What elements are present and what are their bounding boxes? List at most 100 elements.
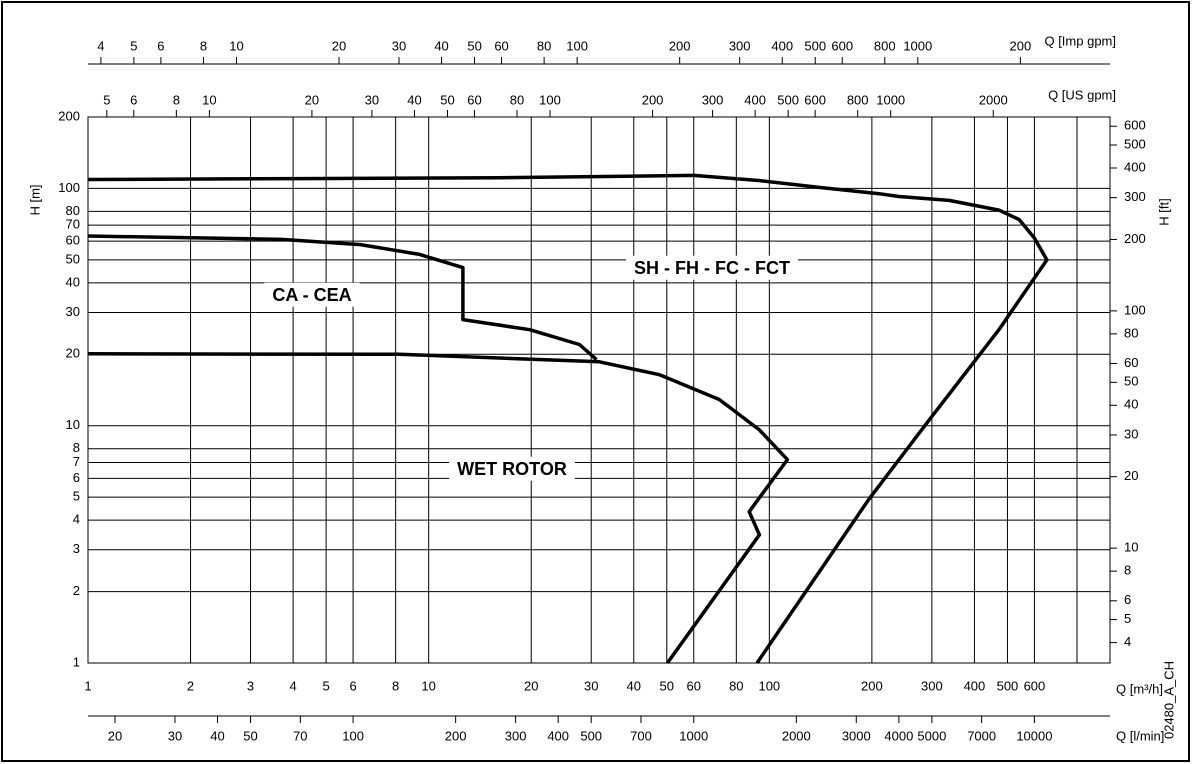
curve	[87, 234, 598, 361]
x-lmin-tick-label: 5000	[917, 728, 946, 743]
y2-tick-label: 4	[1124, 634, 1131, 649]
y-tick-label: 60	[66, 233, 80, 248]
y2-tick-label: 20	[1124, 468, 1138, 483]
y2-tick-label: 8	[1124, 563, 1131, 578]
x-impgpm-tick-label: 8	[200, 38, 207, 53]
y2-tick-label: 50	[1124, 374, 1138, 389]
y-tick-label: 70	[66, 217, 80, 232]
x-tick-label: 6	[349, 678, 356, 693]
y2-tick-label: 40	[1124, 397, 1138, 412]
x-usgpm-tick-label: 2000	[979, 92, 1008, 107]
y2-tick-label: 400	[1124, 159, 1146, 174]
x-tick-label: 400	[964, 678, 986, 693]
x-usgpm-tick-label: 20	[305, 92, 319, 107]
x-tick-label: 40	[627, 678, 641, 693]
x-lmin-tick-label: 70	[293, 728, 307, 743]
y-tick-label: 2	[73, 583, 80, 598]
x-usgpm-tick-label: 500	[777, 92, 799, 107]
y2-tick-label: 300	[1124, 189, 1146, 204]
x-impgpm-title: Q [Imp gpm]	[1044, 33, 1116, 48]
x-impgpm-tick-label: 800	[874, 38, 896, 53]
x-lmin-tick-label: 500	[580, 728, 602, 743]
plot-area	[87, 116, 1111, 664]
x-tick-label: 30	[584, 678, 598, 693]
y2-tick-label: 60	[1124, 355, 1138, 370]
y-tick-label: 30	[66, 304, 80, 319]
x-tick-label: 2	[187, 678, 194, 693]
x-impgpm-tick-label: 200	[669, 38, 691, 53]
x-tick-label: 600	[1024, 678, 1046, 693]
x-tick-label: 300	[921, 678, 943, 693]
x-tick-label: 500	[997, 678, 1019, 693]
x-lmin-tick-label: 300	[505, 728, 527, 743]
y2-tick-label: 200	[1124, 231, 1146, 246]
x-tick-label: 50	[660, 678, 674, 693]
x-usgpm-tick-label: 50	[440, 92, 454, 107]
x-usgpm-tick-label: 200	[642, 92, 664, 107]
x-tick-label: 20	[524, 678, 538, 693]
x-tick-label: 10	[421, 678, 435, 693]
x-axis-title: Q [m³/h]	[1116, 681, 1163, 696]
y-tick-label: 5	[73, 489, 80, 504]
x-usgpm-tick-label: 30	[365, 92, 379, 107]
x-lmin-tick-label: 30	[168, 728, 182, 743]
x-tick-label: 100	[758, 678, 780, 693]
y-tick-label: 7	[73, 454, 80, 469]
curve	[87, 352, 790, 665]
y-tick-label: 10	[66, 417, 80, 432]
y-tick-label: 80	[66, 203, 80, 218]
x-usgpm-tick-label: 10	[202, 92, 216, 107]
x-lmin-tick-label: 1000	[679, 728, 708, 743]
y2-tick-label: 30	[1124, 426, 1138, 441]
x-tick-label: 200	[861, 678, 883, 693]
x-impgpm-tick-label: 300	[729, 38, 751, 53]
x-impgpm-tick-label: 80	[537, 38, 551, 53]
x-usgpm-tick-label: 800	[847, 92, 869, 107]
x-tick-label: 60	[687, 678, 701, 693]
x-lmin-tick-label: 40	[210, 728, 224, 743]
x-usgpm-tick-label: 300	[702, 92, 724, 107]
y2-tick-label: 600	[1124, 118, 1146, 133]
x-impgpm-tick-label: 40	[434, 38, 448, 53]
x-impgpm-tick-label: 20	[332, 38, 346, 53]
x-impgpm-tick-label: 10	[229, 38, 243, 53]
x-lmin-tick-label: 4000	[884, 728, 913, 743]
x-usgpm-tick-label: 100	[539, 92, 561, 107]
x-usgpm-tick-label: 40	[407, 92, 421, 107]
y-tick-label: 100	[58, 180, 80, 195]
y2-tick-label: 5	[1124, 611, 1131, 626]
y-tick-label: 4	[73, 512, 80, 527]
x-usgpm-tick-label: 400	[744, 92, 766, 107]
y-tick-label: 1	[73, 654, 80, 669]
x-lmin-tick-label: 10000	[1016, 728, 1052, 743]
x-tick-label: 3	[247, 678, 254, 693]
y2-tick-label: 10	[1124, 540, 1138, 555]
x-usgpm-tick-label: 600	[804, 92, 826, 107]
curve-label: WET ROTOR	[457, 459, 567, 479]
y-tick-label: 6	[73, 470, 80, 485]
x-impgpm-tick-label: 50	[467, 38, 481, 53]
x-tick-label: 5	[322, 678, 329, 693]
x-usgpm-tick-label: 1000	[876, 92, 905, 107]
x-impgpm-tick-label: 4	[97, 38, 104, 53]
x-tick-label: 4	[289, 678, 296, 693]
curve-label-bg	[626, 255, 798, 280]
x-tick-label: 1	[84, 678, 91, 693]
y2-tick-label: 80	[1124, 325, 1138, 340]
x-tick-label: 8	[392, 678, 399, 693]
y-tick-label: 3	[73, 541, 80, 556]
y-tick-label: 40	[66, 274, 80, 289]
x-usgpm-tick-label: 8	[173, 92, 180, 107]
x-lmin-tick-label: 700	[630, 728, 652, 743]
x-lmin-tick-label: 200	[445, 728, 467, 743]
x-lmin-tick-label: 100	[342, 728, 364, 743]
curve-label: SH - FH - FC - FCT	[634, 258, 790, 278]
y-tick-label: 8	[73, 440, 80, 455]
curve-label-bg	[264, 282, 360, 307]
curve	[87, 173, 1049, 664]
x-impgpm-tick-label: 5	[130, 38, 137, 53]
x-tick-label: 80	[729, 678, 743, 693]
y2-axis-title: H [ft]	[1156, 198, 1171, 225]
